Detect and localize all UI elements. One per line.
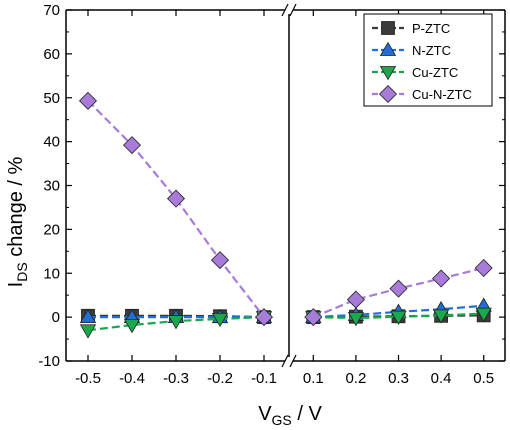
series-cu-ztc: [79, 307, 492, 339]
legend: P-ZTC N-ZTC Cu-ZTC Cu-N-ZTC: [363, 13, 493, 107]
legend-label: P-ZTC: [412, 21, 450, 36]
x-axis-title-main: V: [258, 403, 272, 425]
x-tick-label: 0.1: [303, 370, 324, 387]
x-tick-label: -0.1: [251, 370, 277, 387]
data-point: [432, 269, 451, 288]
data-point: [389, 279, 408, 298]
series-n-ztc: [79, 297, 492, 324]
data-point: [475, 307, 492, 322]
axis-break-gap: [285, 6, 293, 14]
series-group: [78, 91, 493, 339]
data-point: [210, 251, 230, 270]
data-point: [78, 91, 98, 110]
axis-break-gap: [285, 357, 293, 365]
data-point: [79, 308, 97, 324]
x-axis-title-rest: / V: [292, 403, 323, 425]
y-tick-label: 10: [43, 265, 60, 282]
legend-marker: [379, 41, 397, 56]
x-tick-label: -0.3: [163, 370, 189, 387]
data-point: [474, 258, 493, 278]
series-line-left: [87, 100, 265, 318]
x-axis-title-sub: GS: [272, 412, 292, 428]
data-point: [79, 324, 97, 339]
data-point: [432, 309, 450, 324]
data-point: [347, 312, 365, 327]
x-tick-label: 0.2: [345, 370, 366, 387]
y-tick-label: 50: [43, 90, 60, 107]
legend-label: N-ZTC: [412, 43, 451, 58]
y-tick-label: 0: [52, 309, 60, 326]
axis-break-mark: [289, 3, 297, 17]
y-tick-label: -10: [38, 353, 60, 370]
y-axis-title-sub: DS: [14, 262, 30, 281]
data-point: [123, 319, 141, 334]
y-tick-label: 40: [43, 134, 60, 151]
legend-label: Cu-N-ZTC: [412, 87, 472, 102]
data-point: [166, 189, 186, 208]
legend-marker: [378, 84, 398, 104]
data-point: [346, 290, 365, 309]
y-axis-title-main: I: [5, 282, 27, 288]
legend-label: Cu-ZTC: [412, 65, 458, 80]
y-tick-label: 30: [43, 178, 60, 195]
x-tick-label: 0.4: [431, 370, 452, 387]
data-point: [304, 308, 323, 327]
axis-break-mark: [281, 3, 289, 17]
series-cu-n-ztc: [78, 91, 493, 327]
legend-marker: [381, 21, 395, 35]
x-tick-label: -0.4: [119, 370, 145, 387]
y-axis-title: IDS change / %: [5, 156, 30, 287]
ticks: -10 0 10 20 30 40 50 60 70 -0.5 -0.4 -0.3 -0.2 -0.1 0.…: [38, 2, 505, 387]
x-tick-label: 0.5: [473, 370, 494, 387]
axis-break-mark: [281, 354, 289, 368]
svg-text:IDS change / %: IDS change / %: [5, 156, 30, 287]
x-tick-label: 0.3: [388, 370, 409, 387]
x-axis-title: VGS / V: [258, 403, 322, 428]
data-point: [211, 312, 229, 328]
data-point: [122, 136, 142, 155]
x-tick-label: -0.5: [75, 370, 101, 387]
data-point: [167, 315, 185, 330]
legend-marker: [379, 66, 397, 81]
y-tick-label: 60: [43, 46, 60, 63]
data-point: [254, 308, 274, 327]
data-point: [390, 310, 407, 325]
axis-break-mark: [289, 354, 297, 368]
y-tick-label: 20: [43, 221, 60, 238]
x-tick-label: -0.2: [207, 370, 233, 387]
y-axis-title-rest: change / %: [5, 156, 27, 262]
svg-text:VGS / V: VGS / V: [258, 403, 322, 428]
y-tick-label: 70: [43, 2, 60, 19]
